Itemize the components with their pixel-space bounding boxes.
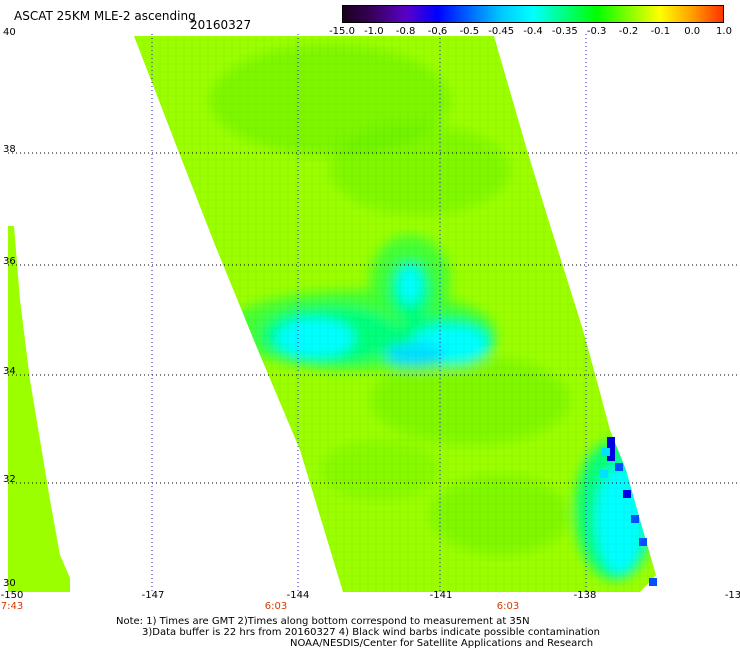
colorbar-tick-label: -1.0	[364, 26, 384, 37]
colorbar	[342, 5, 724, 23]
meridians	[151, 34, 587, 592]
colorbar-tick-label: -0.8	[395, 26, 416, 37]
colorbar-gradient	[342, 5, 724, 23]
time-label-east: 6:03	[496, 601, 520, 612]
colorbar-tick-label: -0.3	[586, 26, 607, 37]
blue-pixel	[639, 538, 647, 546]
blue-pixel	[607, 437, 615, 445]
blue-pixel	[649, 578, 657, 586]
time-label-west: 7:43	[0, 601, 24, 612]
swath-west-base	[8, 226, 70, 592]
colorbar-tick-label: -15.0	[329, 26, 355, 37]
chart-date: 20160327	[190, 18, 252, 32]
note-line-3: NOAA/NESDIS/Center for Satellite Applica…	[290, 638, 594, 649]
lon-label-138: -138	[573, 590, 597, 601]
colorbar-tick-label: -0.45	[488, 26, 515, 37]
blue-pixel	[602, 448, 610, 456]
time-label-mid: 6:03	[264, 601, 288, 612]
blue-pixel	[615, 463, 623, 471]
blue-pixel	[607, 453, 615, 461]
lon-label-150: -150	[0, 590, 24, 601]
lat-label-40: 40	[3, 27, 16, 38]
blue-pixels	[600, 437, 657, 586]
lat-label-32: 32	[3, 474, 16, 485]
blue-pixel	[631, 515, 639, 523]
lat-label-30: 30	[3, 578, 16, 589]
lon-label-135: -13	[724, 590, 740, 601]
colorbar-tick-label: -0.6	[427, 26, 448, 37]
blue-pixel	[623, 490, 631, 498]
colorbar-tick-label: -0.2	[618, 26, 639, 37]
chart-title: ASCAT 25KM MLE-2 ascending	[14, 9, 196, 23]
colorbar-tick-label: 0.0	[684, 26, 701, 37]
note-line-2: 3)Data buffer is 22 hrs from 20160327 4)…	[142, 627, 600, 638]
swath-west	[8, 226, 70, 592]
lat-label-38: 38	[3, 144, 16, 155]
colorbar-tick-label: -0.35	[551, 26, 578, 37]
blue-pixel	[607, 445, 615, 453]
colorbar-tick-label: -0.4	[523, 26, 543, 37]
colorbar-tick-label: -0.5	[459, 26, 480, 37]
colorbar-tick-label: -0.1	[650, 26, 671, 37]
lat-label-34: 34	[3, 366, 16, 377]
lon-label-144: -144	[286, 590, 310, 601]
lon-label-141: -141	[429, 590, 453, 601]
colorbar-tick-label: 1.0	[716, 26, 732, 37]
note-line-1: Note: 1) Times are GMT 2)Times along bot…	[116, 616, 530, 627]
blue-pixel	[600, 470, 608, 478]
lat-label-36: 36	[3, 256, 16, 267]
lon-label-147: -147	[141, 590, 165, 601]
